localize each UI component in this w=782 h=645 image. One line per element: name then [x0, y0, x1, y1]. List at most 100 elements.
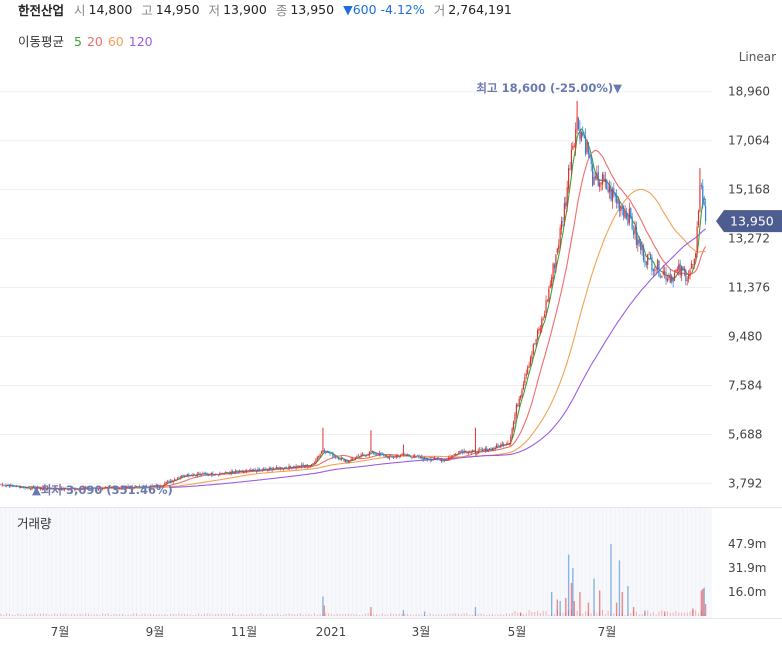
scale-mode-label[interactable]: Linear	[738, 50, 776, 64]
volume-bar	[567, 554, 570, 616]
candle-body	[517, 405, 519, 407]
candle-body	[695, 253, 697, 258]
candle-body	[425, 457, 427, 460]
candle-body	[676, 269, 678, 272]
candle-body	[397, 455, 399, 457]
candle-body	[169, 480, 172, 483]
candle-body	[347, 461, 349, 463]
candle-body	[361, 454, 364, 456]
candle-body	[614, 195, 616, 197]
candle-body	[183, 475, 186, 477]
candle-body	[671, 275, 673, 282]
candle-body	[251, 470, 253, 471]
candle-body	[87, 488, 90, 490]
candle-body	[364, 455, 366, 457]
candle-body	[604, 178, 606, 183]
candle-body	[18, 486, 20, 488]
candle-body	[618, 201, 621, 212]
candle-body	[405, 455, 407, 457]
candle-body	[220, 473, 222, 475]
candle-body	[401, 454, 403, 456]
volume-bar	[364, 613, 366, 616]
candle-body	[436, 457, 438, 460]
candle-body	[227, 472, 229, 474]
candle-body	[497, 444, 499, 446]
candle-body	[559, 227, 561, 245]
candle-body	[535, 339, 537, 345]
volume-bar	[590, 613, 592, 616]
price-tick-label: 11,376	[728, 281, 770, 295]
volume-bar	[573, 601, 575, 616]
candle-body	[3, 485, 5, 486]
candle-body	[565, 202, 567, 207]
candle-body	[467, 452, 469, 454]
volume-bar	[704, 604, 707, 616]
candle-body	[1, 484, 4, 486]
volume-bar	[443, 614, 445, 616]
volume-bar	[491, 614, 493, 616]
volume-bar	[418, 614, 420, 616]
candle-body	[421, 456, 423, 459]
candle-body	[277, 467, 279, 469]
candle-body	[120, 487, 122, 489]
candle-body	[336, 457, 338, 459]
candle-body	[68, 488, 70, 490]
volume-bar	[466, 613, 468, 616]
volume-bar	[652, 612, 654, 616]
candle-body	[6, 485, 8, 487]
candle-body	[498, 446, 501, 447]
candle-body	[483, 449, 485, 451]
volume-label: 거	[433, 2, 446, 18]
candle-body	[247, 470, 249, 471]
candle-body	[354, 457, 357, 460]
candle-body	[123, 486, 125, 488]
candle-body	[544, 314, 546, 318]
volume-bar	[23, 615, 25, 616]
candle-body	[669, 274, 671, 283]
candle-body	[95, 488, 97, 490]
candle-body	[140, 487, 142, 488]
close-price: 13,950	[290, 1, 335, 17]
volume-bar	[359, 615, 361, 616]
candle-body	[680, 266, 683, 277]
candle-body	[168, 481, 170, 483]
volume-bar	[627, 586, 629, 616]
candle-body	[203, 473, 205, 475]
candle-body	[563, 203, 565, 221]
candle-body	[539, 328, 541, 330]
high-label: 고	[141, 2, 153, 18]
candle-body	[342, 457, 344, 459]
candle-body	[319, 453, 321, 457]
volume-bar	[6, 613, 8, 616]
candle-body	[292, 467, 294, 469]
ma60-line	[84, 188, 706, 489]
time-tick-label: 7월	[51, 625, 70, 639]
volume-bar	[494, 614, 496, 616]
candle-body	[210, 472, 212, 475]
volume-bar	[604, 614, 606, 616]
volume-bar	[503, 614, 505, 616]
candle-body	[116, 488, 118, 489]
candle-body	[306, 464, 309, 467]
candle-body	[414, 455, 416, 458]
candle-body	[433, 457, 436, 460]
volume-bar	[347, 613, 349, 616]
candle-body	[100, 487, 102, 489]
candle-body	[121, 487, 124, 488]
volume-bar	[141, 613, 143, 616]
candle-body	[476, 453, 478, 455]
volume-bar	[407, 613, 409, 616]
volume-bar	[579, 614, 581, 616]
candle-body	[215, 474, 217, 476]
candle-body	[198, 473, 200, 475]
candle-body	[159, 486, 162, 488]
volume-bar	[393, 614, 395, 616]
volume-bar	[511, 612, 513, 616]
time-tick-label: 7월	[598, 625, 617, 639]
candle-body	[576, 116, 578, 130]
candle-body	[551, 277, 553, 286]
volume-bar	[323, 605, 326, 616]
candle-body	[507, 443, 509, 445]
volume-bar	[573, 614, 575, 616]
